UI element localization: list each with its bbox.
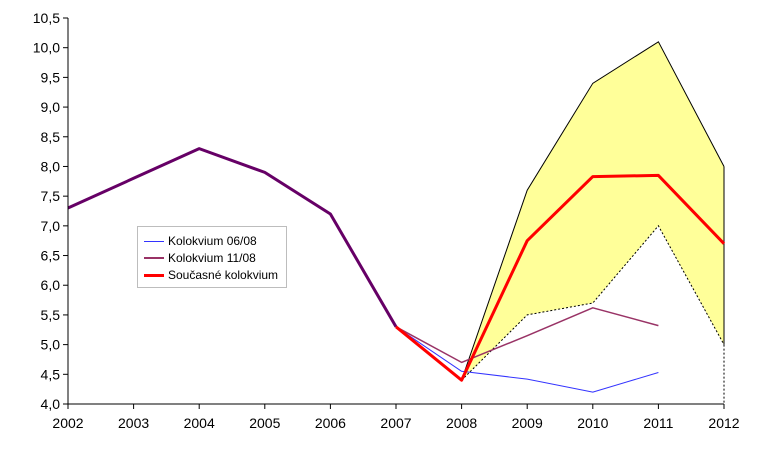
x-tick-label: 2008 — [446, 415, 477, 431]
legend-swatch-1 — [144, 240, 164, 242]
y-tick-label: 9,5 — [41, 69, 61, 85]
y-tick-label: 4,0 — [41, 396, 61, 412]
y-tick-label: 9,0 — [41, 99, 61, 115]
x-tick-label: 2004 — [184, 415, 215, 431]
y-tick-label: 7,5 — [41, 188, 61, 204]
y-tick-label: 7,0 — [41, 218, 61, 234]
legend: Kolokvium 06/08 Kolokvium 11/08 Současné… — [137, 226, 287, 288]
x-tick-label: 2003 — [118, 415, 149, 431]
y-tick-label: 6,5 — [41, 248, 61, 264]
x-tick-label: 2005 — [249, 415, 280, 431]
y-tick-label: 6,0 — [41, 277, 61, 293]
forecast-band — [461, 41, 724, 381]
legend-swatch-2 — [144, 257, 164, 259]
legend-label-2: Kolokvium 11/08 — [168, 251, 256, 265]
history-line — [67, 147, 398, 328]
legend-item-1: Kolokvium 06/08 — [144, 232, 257, 250]
series-line-3 — [395, 173, 726, 382]
legend-swatch-3 — [144, 273, 164, 277]
legend-label-1: Kolokvium 06/08 — [168, 234, 257, 248]
x-tick-label: 2012 — [708, 415, 739, 431]
y-tick-label: 8,5 — [41, 129, 61, 145]
y-tick-label: 5,0 — [41, 337, 61, 353]
y-tick-label: 10,0 — [33, 40, 60, 56]
series-line-1 — [395, 326, 659, 393]
legend-item-2: Kolokvium 11/08 — [144, 249, 256, 267]
x-tick-label: 2002 — [52, 415, 83, 431]
x-tick-label: 2010 — [577, 415, 608, 431]
y-tick-label: 8,0 — [41, 158, 61, 174]
legend-label-3: Současné kolokvium — [168, 268, 279, 282]
band-upper-line — [461, 41, 725, 381]
x-tick-label: 2006 — [315, 415, 346, 431]
band-lower-line — [461, 224, 725, 381]
y-tick-label: 5,5 — [41, 307, 61, 323]
y-tick-label: 4,5 — [41, 366, 61, 382]
y-tick-label: 10,5 — [33, 10, 60, 26]
series-line-2 — [395, 307, 659, 364]
x-tick-label: 2007 — [380, 415, 411, 431]
x-tick-label: 2009 — [512, 415, 543, 431]
legend-item-3: Současné kolokvium — [144, 266, 278, 284]
x-tick-label: 2011 — [643, 415, 673, 431]
